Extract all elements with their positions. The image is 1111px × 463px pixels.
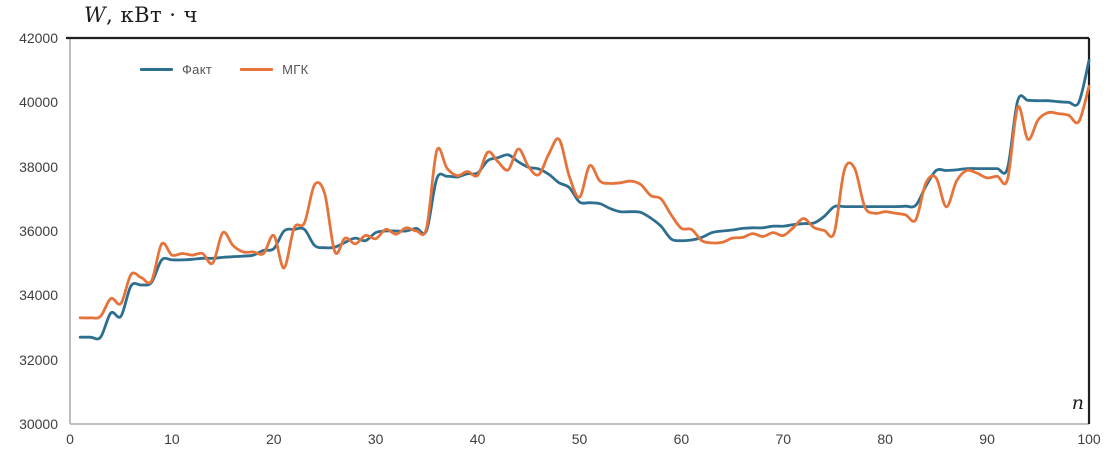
chart-title: W, кВт · ч (84, 3, 198, 27)
legend-line-mgk (240, 67, 274, 71)
y-tick-label: 38000 (19, 158, 58, 175)
chart-title-symbol: W (84, 3, 107, 27)
x-tick-label: 20 (266, 431, 282, 447)
x-tick-label: 30 (367, 431, 384, 447)
y-tick-label: 32000 (19, 351, 58, 368)
y-tick-label: 40000 (19, 94, 58, 111)
legend-line-fakt (140, 67, 173, 71)
legend-label-mgk: МГК (282, 61, 309, 77)
x-tick-label: 70 (775, 431, 792, 447)
x-axis-symbol: n (1071, 392, 1084, 414)
chart-title-units: , кВт · ч (106, 3, 199, 27)
x-tick-label: 80 (877, 431, 893, 447)
y-tick-label: 34000 (19, 287, 58, 304)
chart-legend: Факт МГК (140, 61, 336, 77)
series-line-МГК (78, 84, 1091, 320)
x-tick-label: 60 (673, 431, 690, 447)
y-tick-label: 30000 (19, 416, 58, 432)
x-tick-label: 40 (469, 431, 486, 447)
x-tick-label: 90 (979, 431, 995, 447)
legend-label-fakt: Факт (182, 61, 213, 77)
x-tick-label: 0 (66, 431, 74, 447)
y-tick-label: 42000 (19, 30, 58, 46)
x-tick-label: 10 (164, 431, 180, 447)
series-line-Факт (78, 59, 1091, 341)
y-tick-label: 36000 (19, 223, 58, 239)
x-tick-label: 100 (1077, 431, 1101, 447)
x-tick-label: 50 (571, 431, 588, 447)
